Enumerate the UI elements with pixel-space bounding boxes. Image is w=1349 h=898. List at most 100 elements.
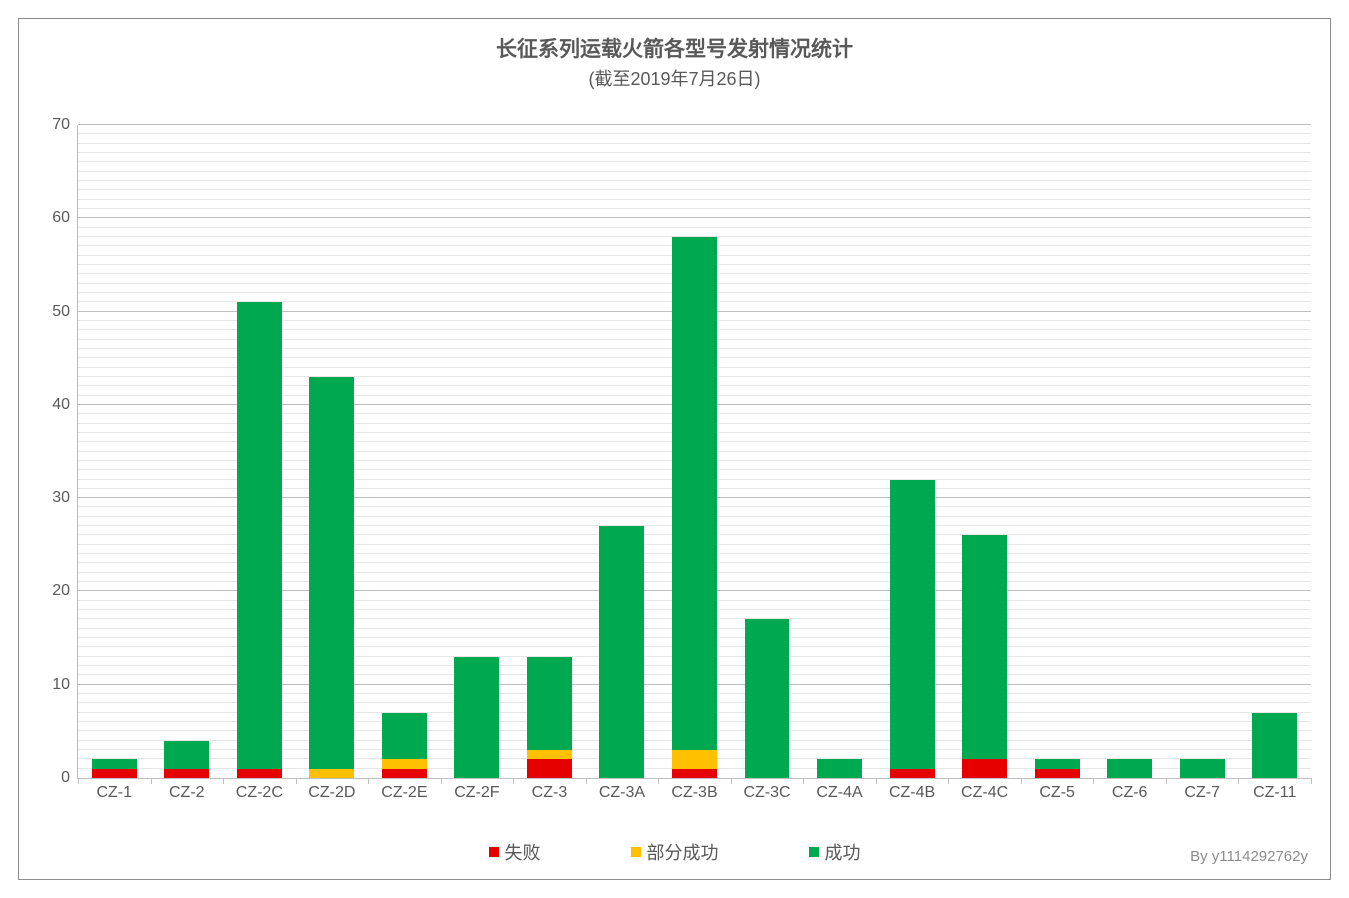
bar	[1035, 125, 1080, 778]
x-tick-mark	[1093, 778, 1094, 784]
legend-label: 部分成功	[647, 839, 719, 865]
y-tick-label: 40	[52, 396, 78, 414]
x-tick-mark	[151, 778, 152, 784]
bar-segment-success	[309, 377, 354, 769]
y-tick-label: 20	[52, 582, 78, 600]
bar-segment-fail	[92, 769, 137, 778]
x-tick-mark	[1238, 778, 1239, 784]
bar-segment-success	[1107, 759, 1152, 778]
plot-area: 010203040506070CZ-1CZ-2CZ-2CCZ-2DCZ-2ECZ…	[77, 125, 1311, 779]
x-tick-mark	[296, 778, 297, 784]
bar	[672, 125, 717, 778]
bar-segment-fail	[1035, 769, 1080, 778]
bar	[237, 125, 282, 778]
x-tick-mark	[658, 778, 659, 784]
x-tick-label: CZ-3A	[599, 778, 645, 802]
x-tick-mark	[803, 778, 804, 784]
chart-subtitle: (截至2019年7月26日)	[19, 65, 1330, 91]
bar-segment-success	[382, 713, 427, 760]
legend-swatch	[631, 847, 641, 857]
bar	[817, 125, 862, 778]
bar-segment-fail	[164, 769, 209, 778]
bar-segment-success	[672, 237, 717, 750]
legend-item-fail: 失败	[489, 839, 541, 865]
y-tick-label: 60	[52, 209, 78, 227]
bar	[745, 125, 790, 778]
x-tick-mark	[1021, 778, 1022, 784]
x-tick-mark	[876, 778, 877, 784]
chart-frame: 长征系列运载火箭各型号发射情况统计 (截至2019年7月26日) 0102030…	[18, 18, 1331, 880]
legend: 失败 部分成功 成功	[19, 839, 1330, 865]
x-tick-mark	[223, 778, 224, 784]
x-tick-label: CZ-3B	[671, 778, 717, 802]
x-tick-label: CZ-4B	[889, 778, 935, 802]
bar-segment-fail	[382, 769, 427, 778]
x-tick-mark	[731, 778, 732, 784]
credit-text: By y1114292762y	[1190, 848, 1308, 865]
chart-title: 长征系列运载火箭各型号发射情况统计	[19, 33, 1330, 63]
x-tick-mark	[948, 778, 949, 784]
bar	[309, 125, 354, 778]
bar	[890, 125, 935, 778]
bar-segment-success	[962, 535, 1007, 759]
bar-segment-fail	[962, 759, 1007, 778]
x-tick-label: CZ-2E	[381, 778, 427, 802]
bar-segment-success	[890, 480, 935, 769]
bar	[1180, 125, 1225, 778]
bar-segment-success	[454, 657, 499, 778]
x-tick-label: CZ-1	[96, 778, 132, 802]
y-tick-label: 30	[52, 489, 78, 507]
x-tick-label: CZ-2F	[454, 778, 499, 802]
y-tick-label: 10	[52, 676, 78, 694]
bar-segment-success	[527, 657, 572, 750]
bar-segment-success	[92, 759, 137, 768]
bar	[527, 125, 572, 778]
x-tick-label: CZ-2D	[308, 778, 355, 802]
bar	[164, 125, 209, 778]
x-tick-label: CZ-11	[1253, 778, 1296, 802]
x-tick-label: CZ-3	[532, 778, 568, 802]
x-tick-mark	[513, 778, 514, 784]
bar	[962, 125, 1007, 778]
bar-segment-partial	[382, 759, 427, 768]
y-tick-label: 0	[61, 769, 78, 787]
x-tick-label: CZ-3C	[743, 778, 790, 802]
bar	[92, 125, 137, 778]
bar-segment-success	[1035, 759, 1080, 768]
bar-segment-fail	[237, 769, 282, 778]
bar-segment-success	[1252, 713, 1297, 778]
x-tick-mark	[368, 778, 369, 784]
legend-label: 失败	[505, 839, 541, 865]
y-tick-label: 50	[52, 303, 78, 321]
bar-segment-partial	[309, 769, 354, 778]
x-tick-label: CZ-5	[1039, 778, 1075, 802]
x-tick-label: CZ-7	[1184, 778, 1220, 802]
legend-swatch	[809, 847, 819, 857]
legend-label: 成功	[825, 839, 861, 865]
bar	[382, 125, 427, 778]
bar-segment-success	[237, 302, 282, 768]
y-tick-label: 70	[52, 116, 78, 134]
bar-segment-partial	[672, 750, 717, 769]
bar-segment-success	[164, 741, 209, 769]
bar-segment-fail	[527, 759, 572, 778]
bar-segment-fail	[890, 769, 935, 778]
x-tick-label: CZ-4A	[816, 778, 862, 802]
bar	[599, 125, 644, 778]
bar	[454, 125, 499, 778]
bar	[1252, 125, 1297, 778]
x-tick-mark	[1311, 778, 1312, 784]
x-tick-mark	[1166, 778, 1167, 784]
x-tick-label: CZ-4C	[961, 778, 1008, 802]
legend-swatch	[489, 847, 499, 857]
bar-segment-success	[817, 759, 862, 778]
bar	[1107, 125, 1152, 778]
bar-segment-success	[1180, 759, 1225, 778]
legend-item-success: 成功	[809, 839, 861, 865]
x-tick-label: CZ-2C	[236, 778, 283, 802]
bar-segment-success	[599, 526, 644, 778]
x-tick-label: CZ-6	[1112, 778, 1148, 802]
bar-segment-partial	[527, 750, 572, 759]
x-tick-mark	[78, 778, 79, 784]
x-tick-mark	[586, 778, 587, 784]
